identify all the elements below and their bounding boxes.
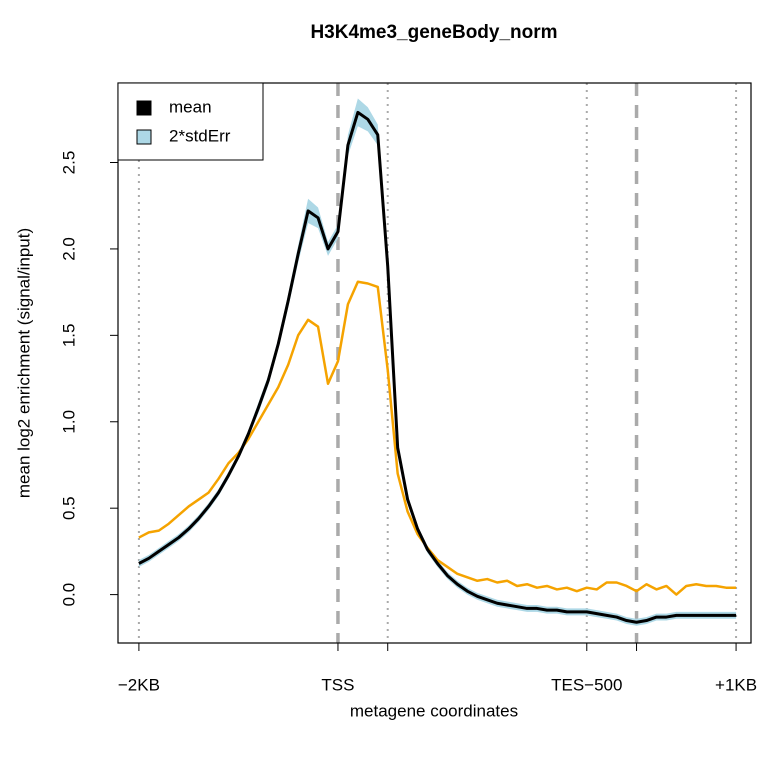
series-line [138,110,737,624]
y-tick-label: 0.5 [59,496,78,520]
x-tick-label: TES−500 [551,675,622,694]
legend-label: mean [169,97,212,116]
legend-box [117,82,264,161]
y-tick-label: 2.0 [59,237,78,261]
y-tick-label: 1.5 [59,324,78,348]
error-band [138,98,737,626]
y-tick-label: 2.5 [59,151,78,175]
y-tick-label: 1.0 [59,410,78,434]
x-tick-label: −2KB [118,675,160,694]
legend-swatch [136,100,152,116]
series-line [138,280,737,596]
legend-label: 2*stdErr [169,126,231,145]
legend-swatch [136,129,152,145]
chart-title: H3K4me3_geneBody_norm [310,22,557,43]
x-tick-label: TSS [321,675,354,694]
y-axis-label: mean log2 enrichment (signal/input) [14,228,33,498]
x-tick-label: +1KB [715,675,757,694]
x-axis-label: metagene coordinates [350,701,518,720]
y-tick-label: 0.0 [59,583,78,607]
